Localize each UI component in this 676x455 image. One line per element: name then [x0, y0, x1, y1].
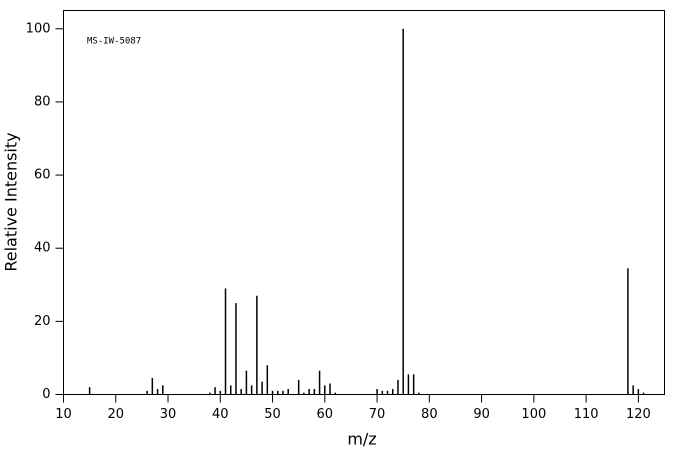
- x-tick-label: 80: [421, 407, 438, 422]
- y-tick-label: 100: [26, 21, 51, 36]
- x-tick-label: 20: [107, 407, 124, 422]
- x-tick-label: 120: [626, 407, 651, 422]
- y-tick-label: 80: [34, 94, 51, 109]
- annotation: MS-IW-5087: [87, 37, 141, 47]
- y-tick-label: 40: [34, 241, 51, 256]
- x-tick-label: 60: [317, 407, 334, 422]
- y-axis-label: Relative Intensity: [2, 132, 21, 271]
- y-tick-label: 0: [42, 387, 50, 402]
- y-tick-label: 60: [34, 168, 51, 183]
- x-tick-label: 70: [369, 407, 386, 422]
- x-tick-label: 100: [521, 407, 546, 422]
- plot-frame: [63, 10, 665, 395]
- x-tick-label: 30: [160, 407, 177, 422]
- x-axis-label: m/z: [347, 430, 376, 449]
- x-tick-label: 10: [55, 407, 72, 422]
- y-tick-label: 20: [34, 314, 51, 329]
- x-tick-label: 110: [574, 407, 599, 422]
- x-tick-label: 50: [264, 407, 281, 422]
- x-tick-label: 40: [212, 407, 229, 422]
- x-tick-label: 90: [473, 407, 490, 422]
